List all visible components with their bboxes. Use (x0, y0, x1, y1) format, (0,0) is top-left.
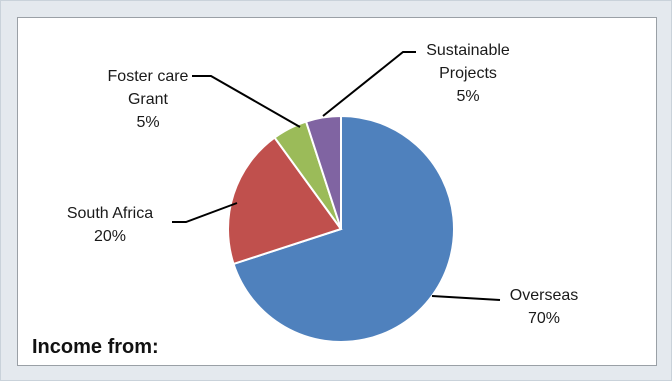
leader-line-foster-care-grant (192, 75, 301, 128)
leader-line-overseas (431, 295, 501, 301)
pie-slice-sustainable-projects (304, 114, 342, 230)
leader-line-south-africa (172, 202, 238, 223)
data-label-overseas: Overseas 70% (510, 287, 578, 327)
data-label-foster-care-grant: Foster care Grant 5% (108, 68, 189, 131)
data-label-sustainable-projects: Sustainable Projects 5% (426, 42, 510, 105)
chart-title: Income from: (32, 336, 159, 358)
pie-slice-south-africa (227, 136, 343, 266)
data-label-south-africa: South Africa 20% (67, 205, 153, 245)
leader-line-sustainable-projects (322, 51, 416, 117)
